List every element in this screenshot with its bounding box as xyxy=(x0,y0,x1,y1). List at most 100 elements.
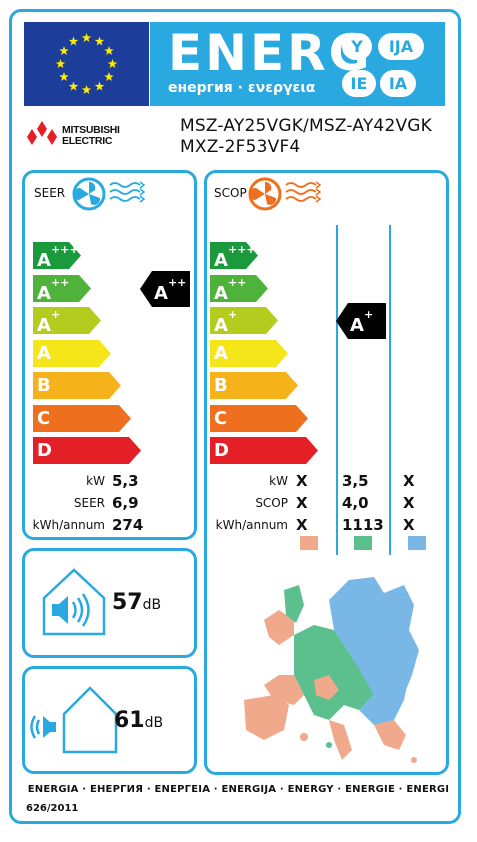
footer-regulation: 626/2011 xyxy=(26,803,79,814)
heating-class-label-text: A+ xyxy=(214,308,238,337)
speaker-outdoor-icon xyxy=(30,686,118,754)
model-line-2: MXZ-2F53VF4 xyxy=(180,137,301,157)
heating-rating-label-letter: A xyxy=(350,315,364,336)
cooling-row-label: SEER xyxy=(73,496,105,510)
heating-row-label: kWh/annum xyxy=(215,518,288,532)
cooling-class-label-text: D xyxy=(37,439,52,462)
fan-cooling-icon xyxy=(72,177,146,211)
heating-row-value: X xyxy=(296,516,308,534)
label-frame xyxy=(9,9,461,824)
heating-row-value: X xyxy=(296,472,308,490)
eu-star-icon xyxy=(104,46,114,55)
cooling-rating-label-plus: ++ xyxy=(167,275,187,289)
cooling-class-label-text: B xyxy=(37,374,51,397)
cooling-row-label: kWh/annum xyxy=(32,518,105,532)
heating-class-bar: A++ xyxy=(210,274,268,305)
eu-star-icon xyxy=(104,72,114,81)
eu-star-icon xyxy=(81,33,92,42)
heating-rating-marker: A+ xyxy=(336,303,386,339)
zone-divider-1 xyxy=(336,225,338,555)
brand-line-1: MITSUBISHI xyxy=(62,124,120,136)
cooling-class-label-letter: A xyxy=(37,342,51,364)
energy-banner: ENERG енергия · ενεργεια Y IJA IE IA xyxy=(150,22,445,106)
cooling-class-label-text: A+++ xyxy=(37,243,79,272)
heating-class-label-letter: A xyxy=(214,282,228,304)
heating-class-bar: D xyxy=(210,437,318,464)
eu-star-icon xyxy=(68,36,79,46)
heating-class-bar: A+ xyxy=(210,307,278,337)
heating-row-label: SCOP xyxy=(255,496,288,510)
brand-logo: MITSUBISHI ELECTRIC xyxy=(24,115,174,160)
heating-row-value: 4,0 xyxy=(342,494,369,512)
eu-star-icon xyxy=(94,81,105,91)
outdoor-noise-unit: dB xyxy=(144,715,164,731)
heating-class-label-text: B xyxy=(214,374,228,397)
cooling-class-label-letter: A xyxy=(37,282,51,304)
eu-star-icon xyxy=(59,72,69,81)
cooling-class-bar: A xyxy=(33,339,111,367)
indoor-noise-unit: dB xyxy=(142,597,162,613)
eu-star-icon xyxy=(81,85,92,94)
heating-class-label-text: D xyxy=(214,439,229,462)
cooling-class-bar: D xyxy=(33,437,141,464)
cooling-class-bar: C xyxy=(33,404,131,432)
cooling-rating-label-text: A++ xyxy=(154,275,186,308)
eu-star-icon xyxy=(55,59,66,68)
zone-swatch-average xyxy=(354,536,372,550)
brand-name: MITSUBISHI ELECTRIC xyxy=(62,125,120,147)
lang-badge-ie: IE xyxy=(342,70,376,97)
cooling-title: SEER xyxy=(34,186,66,200)
cooling-row-value: 274 xyxy=(112,516,144,534)
heating-class-label-plus: ++ xyxy=(227,275,247,289)
cooling-class-label-letter: A xyxy=(37,250,51,271)
cooling-class-bar: B xyxy=(33,372,121,399)
cooling-class-label-text: C xyxy=(37,407,50,430)
heating-row-value: X xyxy=(403,472,415,490)
heating-class-label-letter: A xyxy=(214,342,228,364)
heating-row-value: X xyxy=(403,516,415,534)
model-line-1: MSZ-AY25VGK/MSZ-AY42VGK xyxy=(180,116,433,136)
cooling-class-label-letter: D xyxy=(37,440,52,461)
outdoor-noise-level: 61dB xyxy=(114,708,163,733)
heating-class-label-text: A++ xyxy=(214,275,247,305)
eu-star-icon xyxy=(59,46,69,55)
indoor-noise-panel xyxy=(22,548,197,658)
heating-row-value: X xyxy=(296,494,308,512)
energ-subtitle: енергия · ενεργεια xyxy=(168,80,316,96)
heating-row-value: 3,5 xyxy=(342,472,369,490)
eu-star-icon xyxy=(107,59,118,68)
speaker-indoor-icon xyxy=(42,568,106,636)
heating-class-label-plus: +++ xyxy=(227,243,256,256)
lang-badge-y: Y xyxy=(342,33,372,60)
heating-class-label-plus: + xyxy=(227,308,238,321)
brand-line-2: ELECTRIC xyxy=(62,135,113,147)
cooling-class-bar: A++ xyxy=(33,274,91,305)
outdoor-noise-number: 61 xyxy=(114,708,145,733)
heating-title: SCOP xyxy=(214,186,247,200)
heating-row-label: kW xyxy=(269,474,288,488)
heating-class-label-letter: D xyxy=(214,440,229,461)
heating-class-label-letter: B xyxy=(214,375,228,396)
heating-rating-label-text: A+ xyxy=(350,307,373,340)
eu-star-icon xyxy=(68,81,79,91)
heating-class-label-letter: C xyxy=(214,407,228,429)
footer-languages: ENERGIA · ЕНЕРГИЯ · ΕΝΕΡΓΕΙΑ · ENERGIJA … xyxy=(27,784,450,795)
indoor-noise-level: 57dB xyxy=(112,590,161,615)
cooling-class-bar: A+ xyxy=(33,307,101,337)
cooling-class-label-letter: A xyxy=(37,315,51,336)
heating-class-label-letter: A xyxy=(214,250,228,271)
cooling-class-label-letter: B xyxy=(37,375,51,396)
cooling-row-label: kW xyxy=(86,474,105,488)
heating-class-label-text: C xyxy=(214,407,227,430)
mitsubishi-diamonds-icon xyxy=(27,121,57,145)
cooling-rating-marker: A++ xyxy=(140,270,190,308)
heating-row-value: X xyxy=(403,494,415,512)
zone-divider-2 xyxy=(389,225,391,555)
energ-title: ENERG xyxy=(168,24,373,82)
cooling-class-label-plus: ++ xyxy=(50,275,70,289)
cooling-class-label-text: A+ xyxy=(37,308,60,337)
europe-climate-map-icon xyxy=(244,577,419,763)
heating-class-bar: A+++ xyxy=(210,242,258,271)
cooling-class-label-text: A++ xyxy=(37,275,70,305)
cooling-class-bar: A+++ xyxy=(33,242,81,272)
